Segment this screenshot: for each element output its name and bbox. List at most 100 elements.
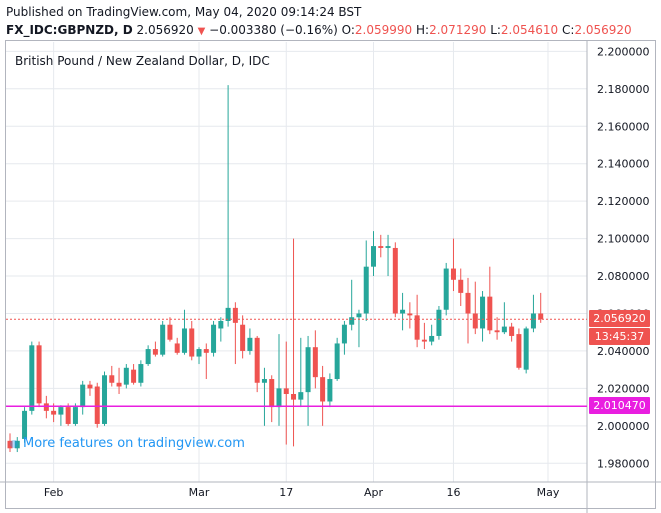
open-label: O:: [341, 23, 355, 37]
y-tick-label: 2.160000: [597, 120, 650, 133]
candle-body-up: [501, 326, 507, 333]
x-tick-label: Mar: [189, 486, 210, 499]
candle-body-up: [58, 407, 64, 415]
candle-body-down: [407, 313, 413, 316]
candle-body-up: [530, 313, 536, 329]
candle-body-down: [509, 326, 515, 336]
candle-body-up: [145, 349, 151, 365]
candle-body-down: [43, 403, 49, 411]
candle-body-down: [392, 247, 398, 314]
candle-body-down: [131, 369, 137, 383]
candle-body-down: [472, 313, 478, 329]
candle-body-down: [232, 307, 238, 323]
candle-body-down: [87, 384, 93, 389]
high-label: H:: [416, 23, 430, 37]
candle-body-up: [22, 410, 28, 439]
symbol-ohlc-line: FX_IDC:GBPNZD, D 2.056920 ▼ −0.003380 (−…: [6, 22, 632, 40]
candle-body-up: [298, 392, 304, 400]
candle-body-down: [421, 339, 427, 342]
candle-body-up: [80, 384, 86, 408]
symbol-name: FX_IDC:GBPNZD, D: [6, 23, 133, 37]
x-tick-label: 16: [446, 486, 460, 499]
candle-body-down: [538, 313, 544, 320]
candle-body-up: [160, 324, 166, 355]
candle-body-up: [261, 379, 267, 383]
candle-body-down: [109, 375, 115, 383]
close-value: 2.056920: [574, 23, 632, 37]
candle-body-up: [218, 320, 224, 329]
candle-body-down: [51, 410, 57, 415]
candle-body-up: [123, 367, 129, 385]
y-tick-label: 1.980000: [597, 457, 650, 470]
candle-body-up: [400, 309, 406, 314]
candle-body-up: [429, 335, 435, 342]
candle-body-up: [225, 307, 231, 321]
x-tick-label: Feb: [44, 486, 63, 499]
tradingview-watermark[interactable]: More features on tradingview.com: [10, 436, 245, 451]
candle-body-up: [334, 343, 340, 380]
chart-frame: [5, 40, 656, 509]
close-label: C:: [562, 23, 575, 37]
candle-body-down: [378, 246, 384, 248]
y-tick-label: 2.020000: [597, 382, 650, 395]
down-arrow-icon: ▼: [197, 26, 206, 37]
candle-body-up: [211, 324, 217, 353]
candle-body-up: [196, 349, 202, 357]
tradingview-logo-icon: [10, 439, 18, 448]
candle-body-up: [327, 379, 333, 402]
x-tick-label: 17: [279, 486, 293, 499]
published-line: Published on TradingView.com, May 04, 20…: [6, 5, 362, 19]
last-price-tag: 2.056920: [589, 310, 650, 328]
y-tick-label: 2.120000: [597, 195, 650, 208]
candle-body-down: [116, 382, 122, 387]
candle-body-down: [240, 324, 246, 351]
candle-body-up: [356, 313, 362, 318]
candle-body-down: [487, 296, 493, 331]
x-tick-label: May: [537, 486, 560, 499]
candle-body-up: [385, 246, 391, 248]
candle-body-up: [102, 375, 108, 424]
candle-body-down: [174, 343, 180, 353]
candle-body-up: [29, 345, 35, 411]
candle-body-up: [436, 309, 442, 336]
y-tick-label: 2.000000: [597, 420, 650, 433]
candle-body-down: [167, 324, 173, 340]
candle-body-up: [480, 296, 486, 329]
y-tick-label: 2.200000: [597, 45, 650, 58]
y-tick-label: 2.040000: [597, 345, 650, 358]
candle-body-down: [450, 268, 456, 280]
candle-body-down: [516, 334, 522, 368]
candle-body-up: [341, 324, 347, 344]
candle-body-up: [349, 317, 355, 325]
countdown-tag: 13:45:37: [589, 328, 650, 346]
candle-body-down: [414, 315, 420, 340]
candle-body-down: [458, 279, 464, 293]
candle-body-down: [65, 407, 71, 424]
candle-body-up: [371, 246, 376, 267]
candle-body-up: [14, 440, 20, 449]
candle-body-up: [138, 364, 144, 383]
chart-title: British Pound / New Zealand Dollar, D, I…: [15, 54, 270, 68]
candle-body-down: [152, 349, 158, 355]
horizontal-line-price-tag: 2.010470: [589, 397, 650, 415]
candle-body-up: [72, 407, 78, 424]
candle-body-up: [276, 388, 282, 408]
candle-body-up: [247, 337, 253, 351]
candle-body-down: [94, 386, 100, 424]
y-tick-label: 2.080000: [597, 270, 650, 283]
candle-body-up: [181, 328, 187, 353]
y-tick-label: 2.140000: [597, 158, 650, 171]
candle-body-down: [36, 345, 42, 404]
y-tick-label: 2.180000: [597, 83, 650, 96]
candle-body-down: [312, 347, 318, 378]
candle-body-up: [443, 268, 449, 310]
candle-body-down: [189, 328, 195, 357]
candle-body-down: [494, 330, 500, 333]
candle-body-down: [320, 377, 326, 402]
watermark-text: More features on tradingview.com: [23, 436, 245, 451]
candle-body-up: [363, 266, 369, 314]
price-change: −0.003380 (−0.16%): [209, 23, 338, 37]
candle-body-down: [7, 440, 13, 449]
y-tick-label: 2.100000: [597, 233, 650, 246]
open-value: 2.059990: [354, 23, 413, 37]
